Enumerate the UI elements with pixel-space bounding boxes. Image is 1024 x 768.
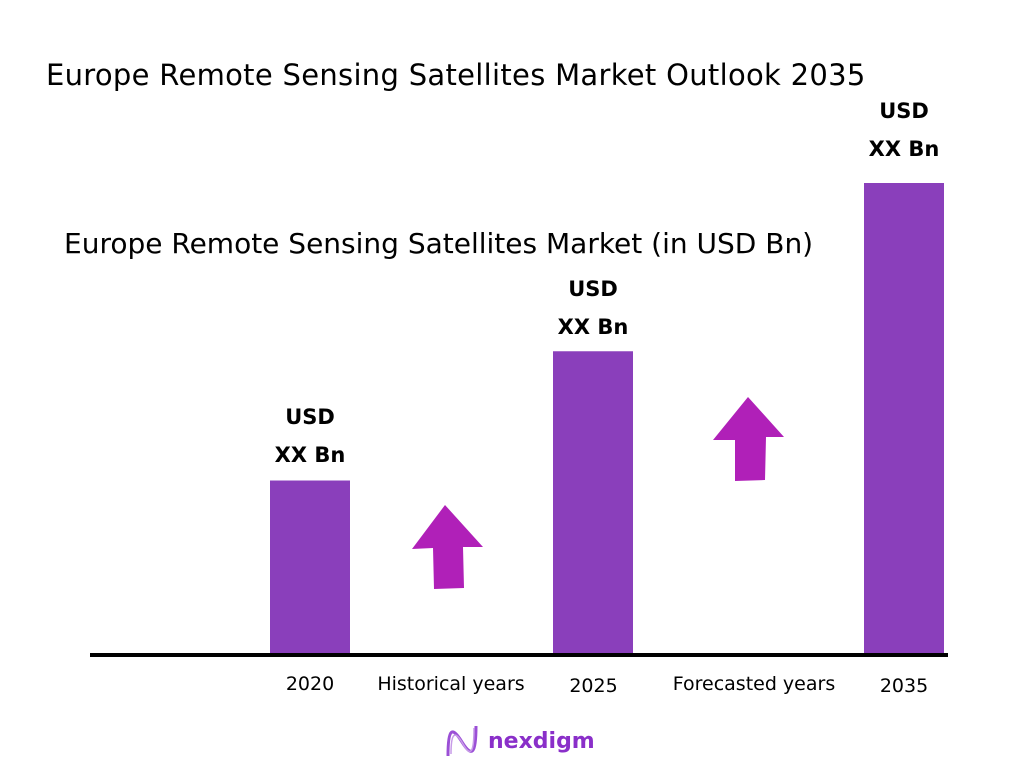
x-tick-2020: 2020 <box>285 673 335 695</box>
chart-subtitle: Europe Remote Sensing Satellites Market … <box>64 227 814 260</box>
bar-2025 <box>553 351 633 653</box>
value-label-line: XX Bn <box>868 137 940 161</box>
value-label-line: XX Bn <box>557 315 629 339</box>
value-label-line: USD <box>568 277 618 301</box>
bar-2020 <box>270 480 350 653</box>
value-label-2025: USD XX Bn <box>523 270 663 346</box>
period-label-historical: Historical years <box>377 673 525 695</box>
logo-wave-icon <box>446 725 478 757</box>
bar-2035 <box>864 183 944 653</box>
logo-text: nexdigm <box>488 728 595 754</box>
x-tick-2035: 2035 <box>879 675 929 697</box>
value-label-line: USD <box>879 99 929 123</box>
growth-arrow-forecast-icon <box>713 397 784 481</box>
period-label-forecast: Forecasted years <box>672 673 836 695</box>
value-label-2035: USD XX Bn <box>834 92 974 168</box>
x-tick-2025: 2025 <box>569 675 618 697</box>
nexdigm-logo: nexdigm <box>444 724 595 758</box>
value-label-line: XX Bn <box>274 443 346 467</box>
growth-arrow-historical-icon <box>412 505 483 589</box>
value-label-line: USD <box>285 405 335 429</box>
value-label-2020: USD XX Bn <box>240 398 380 474</box>
chart-title: Europe Remote Sensing Satellites Market … <box>46 58 866 92</box>
